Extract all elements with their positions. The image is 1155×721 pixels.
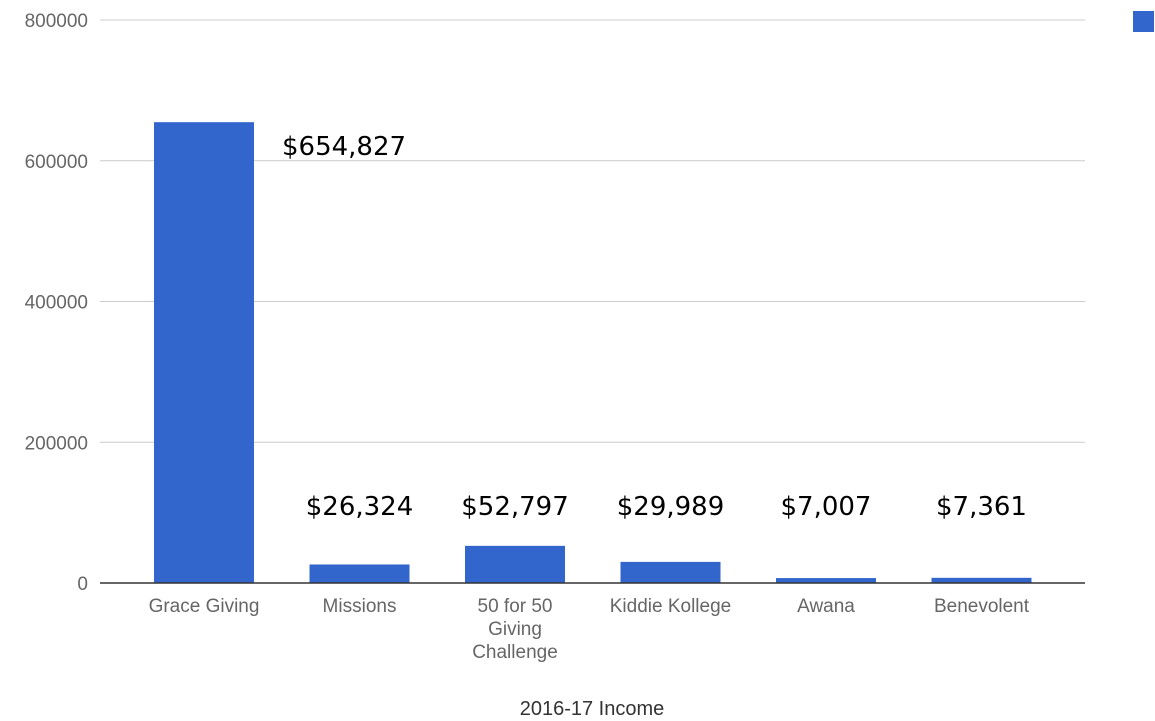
y-tick-label: 800000 (25, 11, 88, 32)
data-label: $29,989 (617, 492, 725, 522)
bars (154, 122, 1032, 583)
x-category-label: Awana (797, 596, 855, 617)
x-axis-category-labels: Grace Giving Missions 50 for 50GivingChall… (149, 596, 1030, 663)
data-labels: $654,827 $26,324 $52,797 $29,989 $7,007 $7,36… (282, 132, 1027, 522)
data-label: $52,797 (461, 492, 569, 522)
data-label: $26,324 (306, 492, 414, 522)
y-tick-label: 600000 (25, 152, 88, 173)
y-tick-label: 200000 (25, 433, 88, 454)
x-category-label: Missions (323, 596, 397, 617)
x-category-label: Giving (488, 619, 542, 640)
bar[interactable] (776, 578, 876, 583)
data-label: $7,007 (781, 492, 872, 522)
data-label: $654,827 (282, 132, 406, 162)
bar[interactable] (931, 577, 1032, 583)
x-category-label: Grace Giving (149, 596, 260, 617)
y-axis-tick-labels: 0 200000 400000 600000 800000 (25, 11, 88, 595)
x-category-label: 50 for 50 (478, 596, 553, 617)
bar[interactable] (154, 122, 254, 583)
x-axis-title: 2016-17 Income (520, 698, 665, 720)
bar[interactable] (465, 545, 565, 583)
y-tick-label: 0 (77, 574, 88, 595)
gridlines (100, 19, 1085, 443)
x-category-label: Benevolent (934, 596, 1030, 617)
data-label: $7,361 (936, 492, 1027, 522)
bar[interactable] (309, 564, 410, 583)
legend-swatch[interactable] (1133, 11, 1154, 32)
x-category-label: Challenge (472, 642, 558, 663)
y-tick-label: 400000 (25, 293, 88, 314)
bar[interactable] (620, 561, 721, 583)
x-category-label: Kiddie Kollege (610, 596, 731, 617)
